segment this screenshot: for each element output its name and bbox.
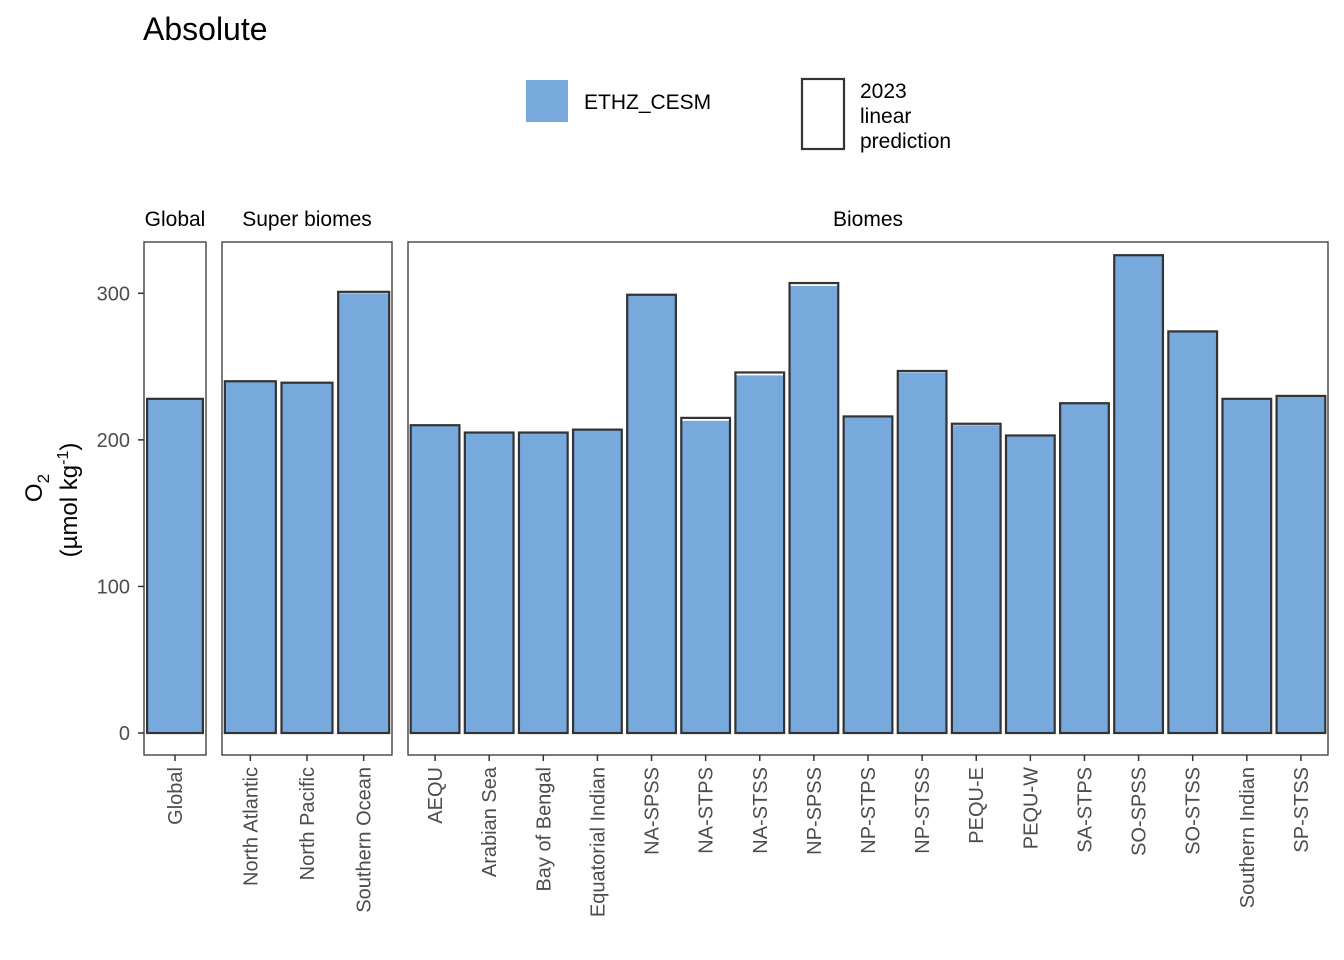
bar-na-stss <box>735 375 785 734</box>
panel-biomes: Biomes AEQU Arabian Sea Bay of Bengal Equato… <box>407 208 1329 917</box>
prediction-outline-np-spss <box>788 281 840 735</box>
x-tick-label-pequ-w: PEQU-W <box>1020 767 1042 849</box>
bar-np-spss <box>789 285 839 734</box>
prediction-outline-global <box>146 397 205 735</box>
prediction-outline-na-spss <box>626 293 677 735</box>
panel-global: Global Global <box>143 208 207 825</box>
bar-so-stss <box>1168 331 1218 734</box>
y-axis: 0 100 200 300 <box>97 283 144 745</box>
bar-global <box>147 398 203 734</box>
x-tick-label-north-atlantic: North Atlantic <box>240 767 262 886</box>
panel-border-global <box>143 241 207 756</box>
y-axis-unit-superscript: -1 <box>55 451 72 465</box>
prediction-outline-aequ <box>409 424 461 735</box>
panel-border-super-biomes <box>221 241 393 756</box>
bar-southern-ocean <box>338 293 390 734</box>
prediction-outline-north-atlantic <box>223 380 277 735</box>
bar-pequ-e <box>951 425 1001 734</box>
x-tick-label-pequ-e: PEQU-E <box>966 767 988 844</box>
prediction-outline-sp-stss <box>1275 394 1327 735</box>
bar-aequ <box>410 425 460 734</box>
prediction-outline-southern-indian <box>1221 397 1273 735</box>
x-tick-label-southern-indian: Southern Indian <box>1237 767 1259 908</box>
bar-so-spss <box>1114 255 1163 734</box>
x-tick-label-global: Global <box>165 767 187 825</box>
bar-bay-of-bengal <box>518 432 568 734</box>
bar-sa-stps <box>1060 403 1109 734</box>
bar-arabian-sea <box>464 432 514 734</box>
legend-label-line: 2023 <box>860 80 907 103</box>
bar-na-spss <box>627 294 676 734</box>
bar-north-atlantic <box>224 381 276 734</box>
prediction-outline-so-spss <box>1113 254 1165 735</box>
y-axis-unit-text: (µmol kg <box>56 465 83 558</box>
y-axis-label: O2 <box>21 474 53 502</box>
x-tick-label-np-stps: NP-STPS <box>858 767 880 854</box>
bar-na-stps <box>681 420 730 734</box>
y-axis-unit-close: ) <box>56 443 83 451</box>
x-tick-label-southern-ocean: Southern Ocean <box>354 767 376 913</box>
bar-southern-indian <box>1222 398 1272 734</box>
x-tick-label-aequ: AEQU <box>425 767 447 824</box>
legend-label-line: linear <box>860 105 911 128</box>
x-tick-label-na-spss: NA-SPSS <box>642 767 664 855</box>
bar-pequ-w <box>1006 435 1055 734</box>
x-tick-label-sa-stps: SA-STPS <box>1074 767 1096 853</box>
legend-label-2023-linear-prediction: 2023 linear prediction <box>860 80 951 153</box>
bar-np-stps <box>843 416 893 734</box>
legend-key-ethz-cesm <box>526 80 568 122</box>
bar-sp-stss <box>1276 395 1326 734</box>
x-tick-label-na-stps: NA-STPS <box>696 767 718 854</box>
prediction-outline-na-stss <box>734 371 786 735</box>
chart-title: Absolute <box>143 11 268 47</box>
y-tick-label: 200 <box>97 430 130 452</box>
prediction-outline-north-pacific <box>280 381 334 735</box>
y-tick-label: 300 <box>97 283 130 305</box>
x-tick-label-north-pacific: North Pacific <box>297 767 319 880</box>
panel-super-biomes: Super biomes North Atlantic North Pacific S… <box>221 208 393 913</box>
x-tick-label-np-stss: NP-STSS <box>912 767 934 854</box>
panels: Global Global Super biomes North Atlantic No… <box>143 208 1329 917</box>
y-axis-label-symbol: O <box>21 483 48 502</box>
prediction-outline-na-stps <box>680 416 732 735</box>
x-tick-label-na-stss: NA-STSS <box>750 767 772 854</box>
prediction-outline-pequ-w <box>1004 434 1056 735</box>
prediction-outline-sa-stps <box>1059 402 1110 735</box>
x-tick-label-bay-of-bengal: Bay of Bengal <box>533 767 555 892</box>
prediction-outline-so-stss <box>1167 330 1219 735</box>
x-tick-label-so-spss: SO-SPSS <box>1129 767 1151 856</box>
y-tick-label: 0 <box>119 723 130 745</box>
prediction-outline-np-stss <box>896 369 948 735</box>
prediction-outline-pequ-e <box>950 422 1002 735</box>
prediction-outline-arabian-sea <box>463 431 515 735</box>
bar-north-pacific <box>281 382 333 734</box>
panel-border-biomes <box>407 241 1329 756</box>
x-tick-label-so-stss: SO-STSS <box>1183 767 1205 855</box>
legend-label-line: prediction <box>860 130 951 153</box>
strip-label-global: Global <box>145 208 206 231</box>
x-tick-label-equatorial-indian: Equatorial Indian <box>587 767 609 917</box>
x-tick-label-sp-stss: SP-STSS <box>1291 767 1313 853</box>
legend-label-ethz-cesm: ETHZ_CESM <box>584 91 711 114</box>
legend-key-2023-linear-prediction <box>800 77 846 151</box>
bar-equatorial-indian <box>573 429 622 734</box>
y-axis-label-subscript: 2 <box>34 474 53 483</box>
legend: ETHZ_CESM 2023 linear prediction <box>526 77 951 153</box>
prediction-outline-southern-ocean <box>337 290 391 735</box>
x-tick-label-arabian-sea: Arabian Sea <box>479 766 501 877</box>
prediction-outline-equatorial-indian <box>571 428 623 735</box>
prediction-outline-bay-of-bengal <box>517 431 569 735</box>
x-tick-label-np-spss: NP-SPSS <box>804 767 826 855</box>
y-tick-label: 100 <box>97 576 130 598</box>
prediction-outline-np-stps <box>842 415 894 735</box>
strip-label-biomes: Biomes <box>833 208 903 231</box>
strip-label-super-biomes: Super biomes <box>242 208 372 231</box>
y-axis-unit: (µmol kg-1) <box>55 443 83 558</box>
bar-np-stss <box>897 372 947 734</box>
